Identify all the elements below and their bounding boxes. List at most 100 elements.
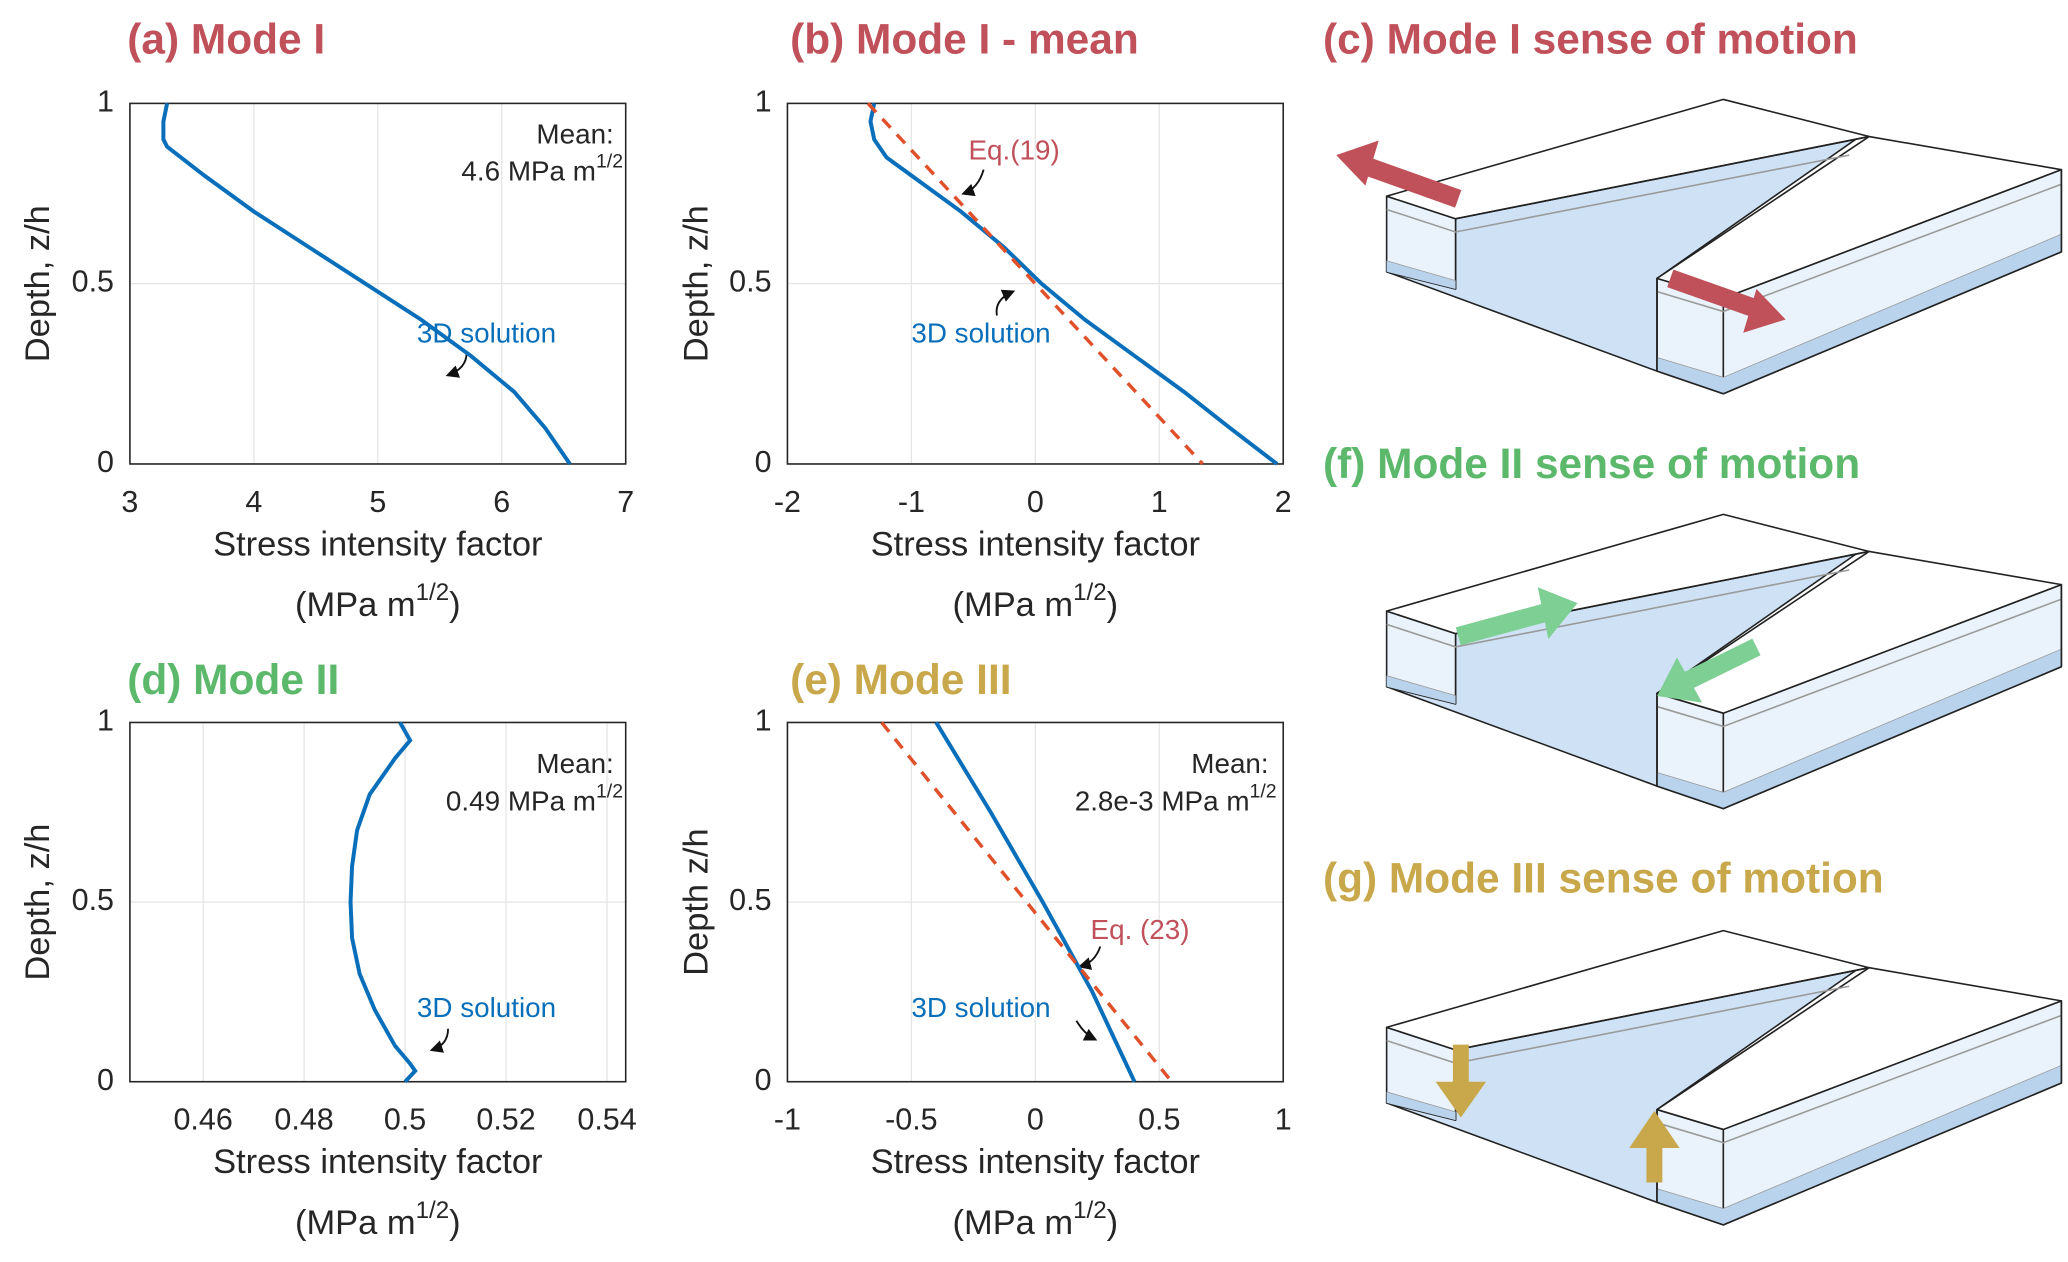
label-text: 3D solution xyxy=(417,318,556,349)
x-tick-label: 0.5 xyxy=(1138,1103,1180,1137)
plot-frame xyxy=(129,102,627,465)
series-line xyxy=(866,102,1204,466)
x-tick-label: 0.5 xyxy=(384,1103,426,1137)
x-tick-label: 1 xyxy=(1151,485,1168,519)
annotation: Eq.(19) xyxy=(968,135,1059,166)
label-superscript: 1/2 xyxy=(596,780,623,802)
x-tick-label: 0.48 xyxy=(274,1103,333,1137)
y-tick-label: 0 xyxy=(755,445,772,479)
label-text: 3D solution xyxy=(911,992,1050,1023)
x-tick-label: 3 xyxy=(121,485,138,519)
chart-title: (b) Mode I - mean xyxy=(790,16,1139,63)
label-superscript: 1/2 xyxy=(1073,579,1107,606)
series-line xyxy=(161,102,572,466)
label-text: 3D solution xyxy=(417,992,556,1023)
x-axis-unit: (MPa m1/2) xyxy=(953,579,1119,624)
plot-frame xyxy=(786,721,1285,1083)
x-axis-unit: (MPa m1/2) xyxy=(295,1197,461,1242)
series-line xyxy=(348,721,418,1084)
x-tick-label: -0.5 xyxy=(885,1103,938,1137)
label-superscript: 1/2 xyxy=(416,1197,450,1224)
label-text: (MPa m xyxy=(953,586,1074,624)
label-end: ) xyxy=(1107,1204,1118,1242)
label-superscript: 1/2 xyxy=(1250,780,1277,802)
plot-frame xyxy=(786,102,1285,465)
x-tick-label: 0.52 xyxy=(476,1103,535,1137)
diagram-title: (g) Mode III sense of motion xyxy=(1323,855,1884,902)
x-axis-label: Stress intensity factor xyxy=(871,525,1200,563)
label-superscript: 1/2 xyxy=(416,579,450,606)
label-superscript: 1/2 xyxy=(596,151,623,173)
label-text: (MPa m xyxy=(295,586,416,624)
label-end: ) xyxy=(1107,586,1118,624)
plot-frame xyxy=(129,721,627,1083)
x-tick-label: 4 xyxy=(245,485,262,519)
label-end: ) xyxy=(449,1204,460,1242)
y-axis-label: Depth, z/h xyxy=(19,205,57,362)
x-axis-label: Stress intensity factor xyxy=(213,525,542,563)
diagram-title: (c) Mode I sense of motion xyxy=(1323,16,1858,63)
y-tick-label: 0.5 xyxy=(729,883,771,917)
label-text: 4.6 MPa m xyxy=(461,156,596,187)
label-text: 0.49 MPa m xyxy=(446,786,596,817)
label-text: Mean: xyxy=(536,749,613,780)
x-tick-label: 6 xyxy=(493,485,510,519)
chart-title: (a) Mode I xyxy=(127,16,325,63)
y-tick-label: 1 xyxy=(755,84,772,118)
x-tick-label: -2 xyxy=(774,485,801,519)
x-tick-label: -1 xyxy=(774,1103,801,1137)
annotation: Eq. (23) xyxy=(1091,914,1190,945)
pointer-arrows xyxy=(429,169,1102,1053)
y-tick-label: 1 xyxy=(755,704,772,738)
label-text: 2.8e-3 MPa m xyxy=(1075,786,1250,817)
x-tick-label: 0.54 xyxy=(577,1103,636,1137)
annotation: 3D solution xyxy=(417,318,556,349)
label-text: (MPa m xyxy=(953,1204,1074,1242)
y-tick-label: 0.5 xyxy=(72,883,114,917)
annotation: Mean: xyxy=(1191,749,1268,780)
diagram-g xyxy=(1385,929,2063,1226)
x-tick-label: 0 xyxy=(1027,1103,1044,1137)
label-superscript: 1/2 xyxy=(1073,1197,1107,1224)
x-axis-label: Stress intensity factor xyxy=(871,1143,1200,1181)
annotation: 3D solution xyxy=(911,992,1050,1023)
annotation: 3D solution xyxy=(417,992,556,1023)
x-tick-label: 2 xyxy=(1275,485,1292,519)
chart-title: (e) Mode III xyxy=(790,656,1011,703)
y-tick-label: 0 xyxy=(97,1063,114,1097)
y-tick-label: 0.5 xyxy=(729,265,771,299)
annotation: 2.8e-3 MPa m1/2 xyxy=(1075,780,1277,816)
series-line xyxy=(934,721,1137,1083)
diagram-title: (f) Mode II sense of motion xyxy=(1323,440,1860,487)
y-tick-label: 0.5 xyxy=(72,265,114,299)
y-axis-label: Depth, z/h xyxy=(678,205,716,362)
x-tick-label: 0.46 xyxy=(173,1103,232,1137)
label-text: Eq. (23) xyxy=(1091,914,1190,945)
y-tick-label: 1 xyxy=(97,704,114,738)
label-text: Mean: xyxy=(536,119,613,150)
label-text: Eq.(19) xyxy=(968,135,1059,166)
x-axis-label: Stress intensity factor xyxy=(213,1143,542,1181)
diagram-c xyxy=(1336,98,2063,395)
diagram-f xyxy=(1385,513,2063,810)
y-axis-label: Depth z/h xyxy=(678,828,716,975)
label-text: 3D solution xyxy=(911,318,1050,349)
label-text: Mean: xyxy=(1191,749,1268,780)
x-tick-label: 0 xyxy=(1027,485,1044,519)
annotation: 0.49 MPa m1/2 xyxy=(446,780,623,816)
annotation: Mean: xyxy=(536,749,613,780)
annotation: 4.6 MPa m1/2 xyxy=(461,151,623,187)
label-end: ) xyxy=(449,586,460,624)
label-text: (MPa m xyxy=(295,1204,416,1242)
y-tick-label: 0 xyxy=(755,1063,772,1097)
x-axis-unit: (MPa m1/2) xyxy=(953,1197,1119,1242)
x-tick-label: 7 xyxy=(617,485,634,519)
series-line xyxy=(868,102,1279,466)
x-tick-label: 1 xyxy=(1275,1103,1292,1137)
y-axis-label: Depth, z/h xyxy=(19,824,57,981)
x-tick-label: 5 xyxy=(369,485,386,519)
chart-title: (d) Mode II xyxy=(127,656,339,703)
x-tick-label: -1 xyxy=(898,485,925,519)
